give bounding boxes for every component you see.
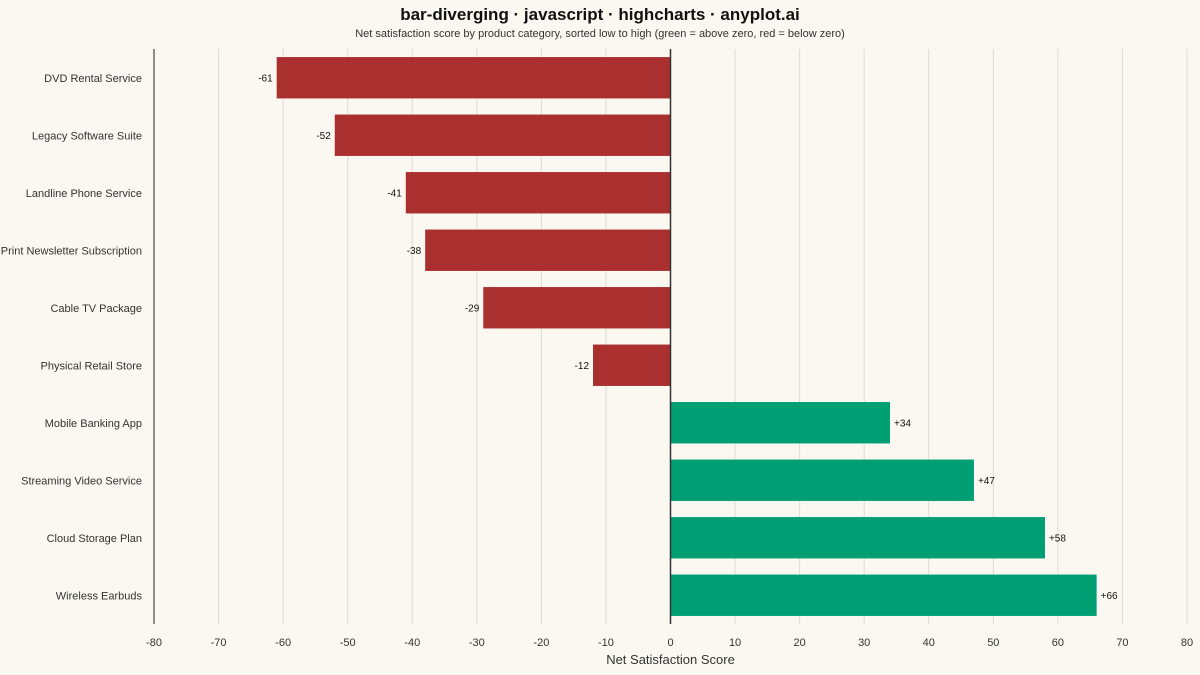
bar xyxy=(670,402,891,444)
x-axis-title: Net Satisfaction Score xyxy=(606,652,735,667)
data-label: +34 xyxy=(894,418,911,429)
data-label: +66 xyxy=(1101,591,1118,602)
x-tick-label: -20 xyxy=(533,637,549,649)
x-tick-label: 10 xyxy=(729,637,741,649)
x-tick-label: 30 xyxy=(858,637,870,649)
bar xyxy=(334,114,671,156)
x-tick-label: -30 xyxy=(469,637,485,649)
x-tick-label: 0 xyxy=(667,637,673,649)
data-label: -29 xyxy=(465,303,480,314)
data-label: -52 xyxy=(316,131,331,142)
data-label: +58 xyxy=(1049,533,1066,544)
category-label: DVD Rental Service xyxy=(44,73,142,85)
bar xyxy=(670,574,1097,616)
data-label: -61 xyxy=(258,73,273,84)
x-tick-label: 60 xyxy=(1052,637,1064,649)
category-label: Physical Retail Store xyxy=(41,360,143,372)
data-label: -12 xyxy=(575,361,590,372)
category-label: Legacy Software Suite xyxy=(32,130,142,142)
category-label: Streaming Video Service xyxy=(21,475,142,487)
data-label: +47 xyxy=(978,476,995,487)
x-tick-label: 20 xyxy=(794,637,806,649)
category-label: Landline Phone Service xyxy=(26,188,142,200)
bar xyxy=(670,517,1045,559)
x-tick-label: -70 xyxy=(211,637,227,649)
x-tick-label: -50 xyxy=(340,637,356,649)
category-label: Print Newsletter Subscription xyxy=(1,245,142,257)
bar xyxy=(483,287,671,329)
bar xyxy=(670,459,974,501)
category-label: Cloud Storage Plan xyxy=(47,533,142,545)
x-tick-label: -40 xyxy=(404,637,420,649)
x-tick-label: 40 xyxy=(923,637,935,649)
bar xyxy=(405,172,671,214)
x-tick-label: 80 xyxy=(1181,637,1193,649)
x-tick-label: -80 xyxy=(146,637,162,649)
chart-subtitle: Net satisfaction score by product catego… xyxy=(355,28,845,40)
bar xyxy=(276,57,671,99)
category-label: Mobile Banking App xyxy=(45,418,142,430)
chart-title: bar-diverging · javascript · highcharts … xyxy=(400,5,800,24)
x-tick-label: -10 xyxy=(598,637,614,649)
x-tick-label: 70 xyxy=(1116,637,1128,649)
bar xyxy=(593,344,671,386)
data-label: -41 xyxy=(387,188,402,199)
x-tick-label: 50 xyxy=(987,637,999,649)
bar xyxy=(425,229,671,271)
data-label: -38 xyxy=(407,246,422,257)
x-tick-label: -60 xyxy=(275,637,291,649)
category-label: Cable TV Package xyxy=(50,303,142,315)
category-label: Wireless Earbuds xyxy=(56,590,143,602)
